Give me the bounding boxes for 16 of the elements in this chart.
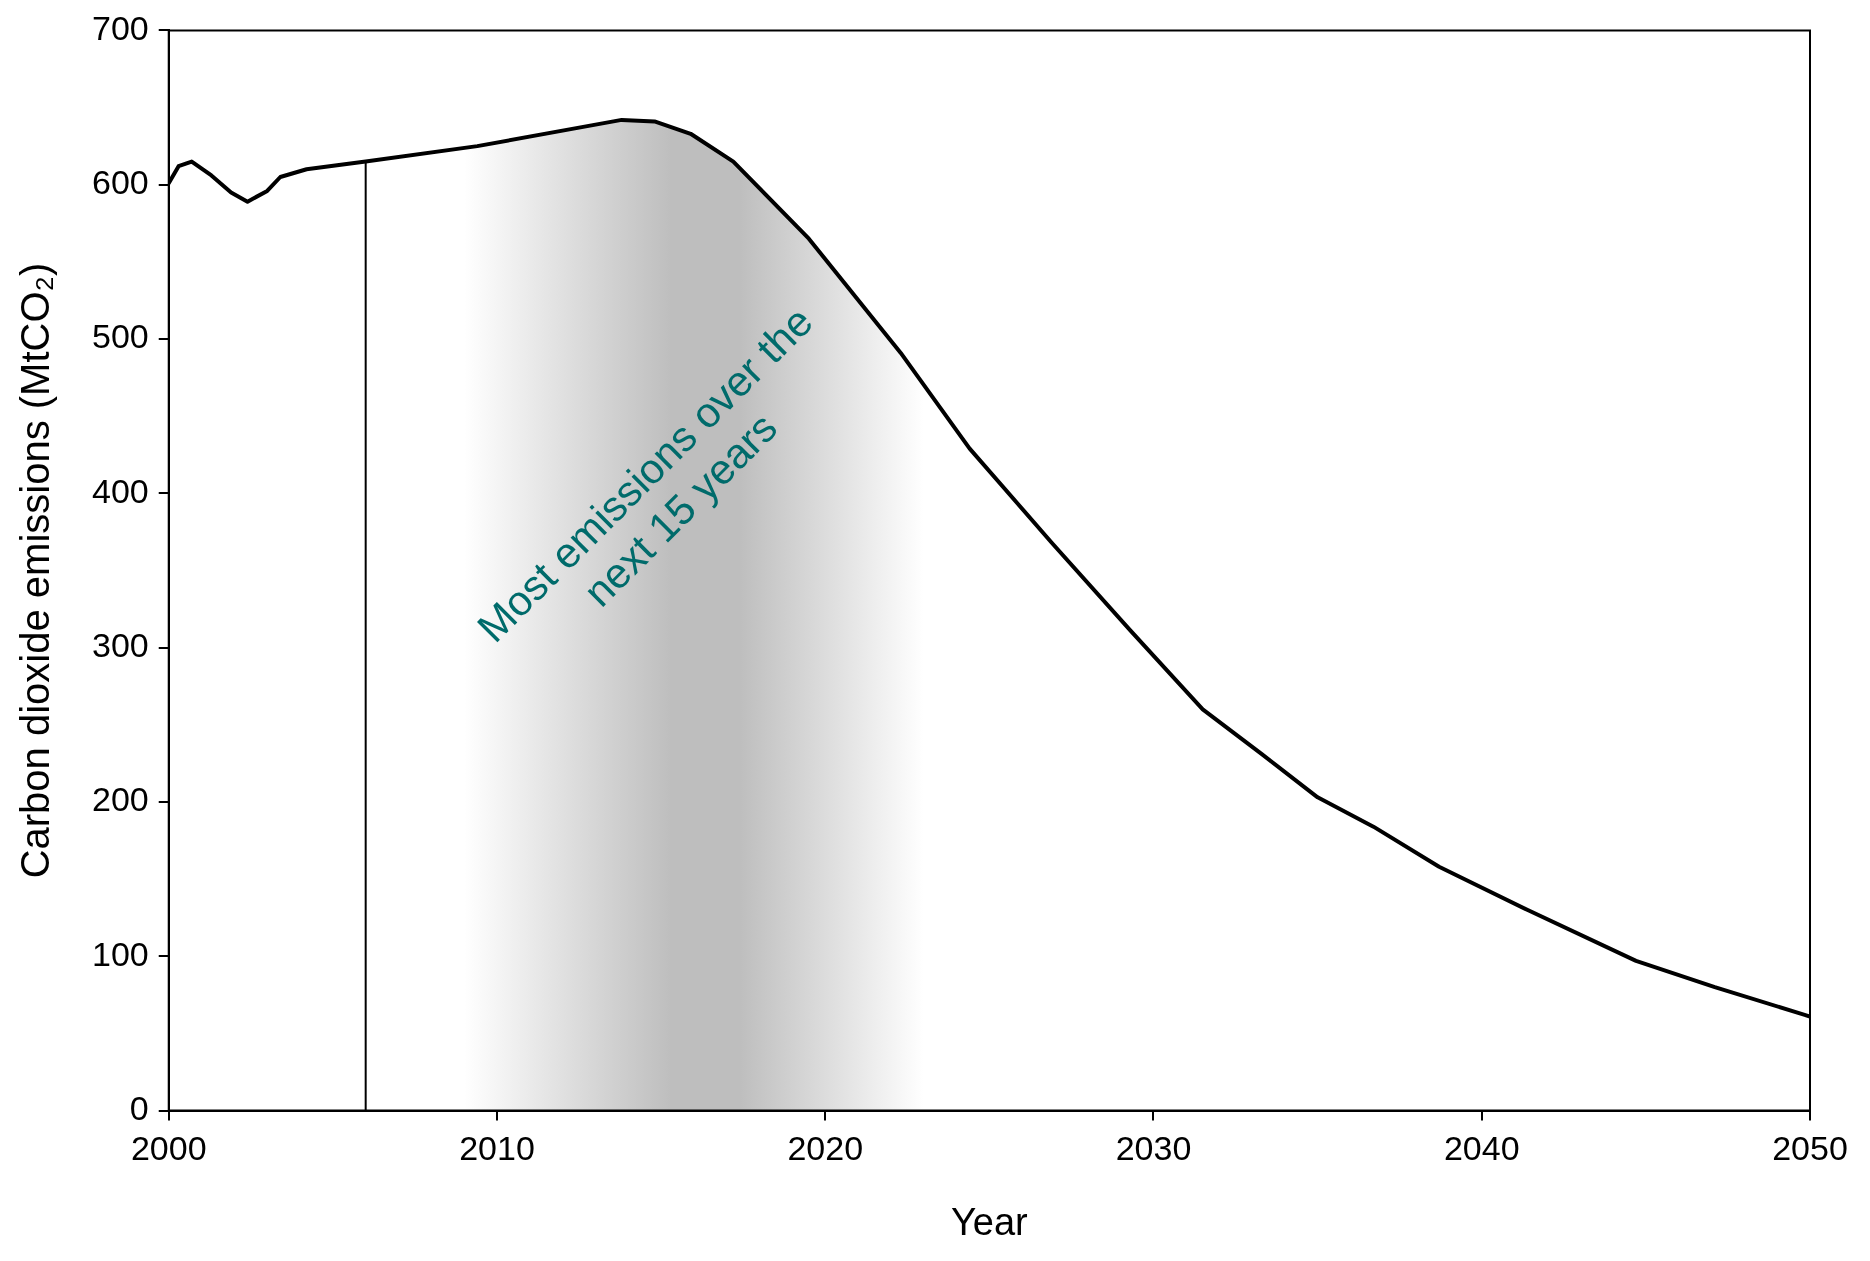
- x-tick-label: 2000: [130, 1129, 207, 1168]
- x-tick-label: 2010: [459, 1129, 535, 1168]
- x-axis-title: Year: [950, 1200, 1029, 1243]
- y-tick-label: 100: [91, 934, 149, 973]
- y-tick-label: 500: [91, 317, 149, 356]
- y-tick-label: 400: [91, 471, 149, 510]
- y-tick-label: 300: [91, 626, 149, 665]
- x-tick-label: 2040: [1443, 1129, 1520, 1168]
- x-tick-label: 2030: [1115, 1129, 1192, 1168]
- y-tick-label: 600: [91, 163, 149, 202]
- y-tick-label: 700: [91, 8, 149, 47]
- y-tick-label: 0: [129, 1088, 149, 1127]
- y-axis-title: Carbon dioxide emissions (MtCO₂): [13, 262, 58, 879]
- x-tick-label: 2020: [787, 1129, 864, 1168]
- x-tick-label: 2050: [1772, 1129, 1848, 1168]
- y-tick-label: 200: [91, 780, 149, 819]
